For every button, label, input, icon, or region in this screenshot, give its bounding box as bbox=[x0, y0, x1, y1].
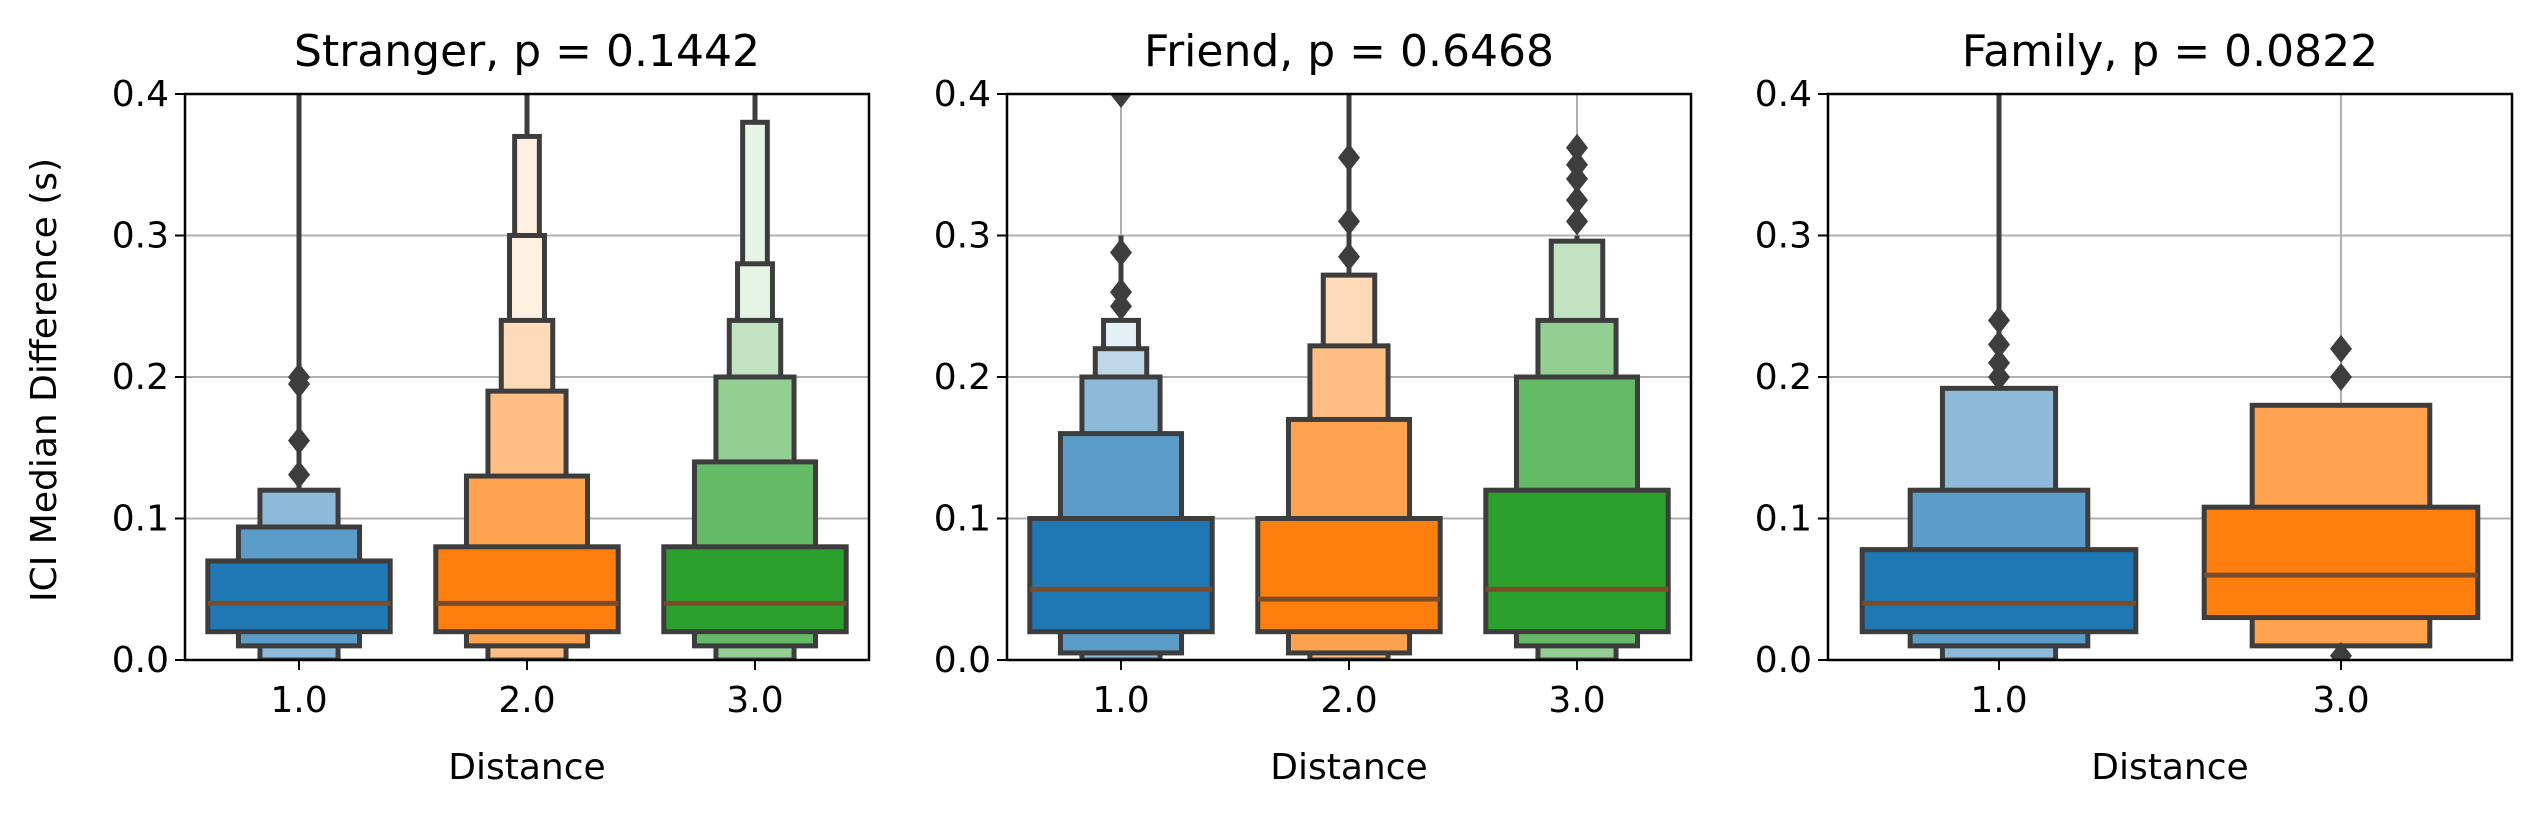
y-tick-label: 0.1 bbox=[1755, 499, 1812, 540]
outlier-point bbox=[1338, 143, 1360, 172]
outlier-point bbox=[1988, 330, 2010, 359]
boxen-group bbox=[1027, 94, 1671, 660]
x-tick-label: 2.0 bbox=[498, 680, 555, 721]
y-tick-label: 0.2 bbox=[1755, 357, 1812, 398]
panel-title: Stranger, p = 0.1442 bbox=[294, 26, 760, 77]
y-tick-label: 0.4 bbox=[934, 74, 991, 115]
y-tick-label: 0.1 bbox=[934, 499, 991, 540]
outlier-point bbox=[2330, 363, 2352, 391]
outlier-point bbox=[2330, 334, 2352, 363]
y-axis-label: ICI Median Difference (s) bbox=[24, 158, 65, 602]
panel-stranger: Stranger, p = 0.1442 0.0 0.1 0.2 0.3 0.4 1.0 2.… bbox=[112, 26, 871, 788]
x-tick-label: 1.0 bbox=[1092, 680, 1149, 721]
outlier-point bbox=[1566, 207, 1588, 236]
outlier-point bbox=[1338, 242, 1360, 271]
outlier-point bbox=[1566, 133, 1588, 162]
axes-frame bbox=[1826, 92, 2514, 662]
y-tick-label: 0.3 bbox=[934, 216, 991, 257]
outlier-point bbox=[1566, 186, 1588, 215]
y-tick-label: 0.4 bbox=[1755, 74, 1812, 115]
x-axis-label: Distance bbox=[448, 747, 605, 788]
y-tick-label: 0.2 bbox=[112, 357, 169, 398]
panel-family: Family, p = 0.0822 0.0 0.1 0.2 0.3 0.4 1.0 3.0 D… bbox=[1755, 26, 2514, 788]
outlier-point bbox=[1566, 150, 1588, 179]
y-tick-label: 0.0 bbox=[112, 640, 169, 681]
outlier-point bbox=[1338, 207, 1360, 236]
y-tick-label: 0.0 bbox=[1755, 640, 1812, 681]
outlier-point bbox=[288, 460, 310, 489]
outlier-point bbox=[1988, 348, 2010, 377]
outlier-point bbox=[1988, 363, 2010, 391]
outlier-point bbox=[288, 363, 310, 391]
boxen-box bbox=[433, 544, 621, 635]
y-tick-label: 0.1 bbox=[112, 499, 169, 540]
boxen-box bbox=[1483, 487, 1671, 635]
y-tick-label: 0.0 bbox=[934, 640, 991, 681]
boxen-box bbox=[661, 544, 849, 635]
x-tick-label: 1.0 bbox=[270, 680, 327, 721]
y-tick-label: 0.3 bbox=[1755, 216, 1812, 257]
outlier-point bbox=[1988, 306, 2010, 335]
boxen-box bbox=[2201, 504, 2481, 621]
panel-title: Friend, p = 0.6468 bbox=[1144, 26, 1554, 77]
boxen-group bbox=[1859, 94, 2481, 660]
outlier-point bbox=[1110, 278, 1132, 307]
panel-friend: Friend, p = 0.6468 0.0 0.1 0.2 0.3 0.4 1.0 2.0 3… bbox=[934, 26, 1693, 788]
x-tick-label: 3.0 bbox=[1548, 680, 1605, 721]
outlier-point bbox=[2330, 641, 2352, 660]
boxen-box bbox=[205, 558, 393, 635]
boxen-box bbox=[1859, 547, 2139, 635]
panel-title: Family, p = 0.0822 bbox=[1962, 26, 2378, 77]
y-tick-label: 0.3 bbox=[112, 216, 169, 257]
x-axis-label: Distance bbox=[2091, 747, 2248, 788]
outlier-point bbox=[1110, 292, 1132, 321]
axes-frame bbox=[1005, 92, 1693, 662]
x-axis-label: Distance bbox=[1270, 747, 1427, 788]
outlier-point bbox=[288, 426, 310, 455]
axes-frame bbox=[183, 92, 871, 662]
x-tick-label: 2.0 bbox=[1320, 680, 1377, 721]
y-tick-label: 0.4 bbox=[112, 74, 169, 115]
outlier-point bbox=[1110, 94, 1132, 108]
y-tick-label: 0.2 bbox=[934, 357, 991, 398]
x-tick-label: 3.0 bbox=[726, 680, 783, 721]
outlier-point bbox=[1566, 164, 1588, 193]
x-tick-label: 3.0 bbox=[2312, 680, 2369, 721]
x-tick-label: 1.0 bbox=[1970, 680, 2027, 721]
outlier-point bbox=[1110, 238, 1132, 267]
boxen-group bbox=[205, 94, 849, 660]
boxen-box bbox=[1255, 516, 1443, 635]
boxen-box bbox=[1027, 516, 1215, 635]
